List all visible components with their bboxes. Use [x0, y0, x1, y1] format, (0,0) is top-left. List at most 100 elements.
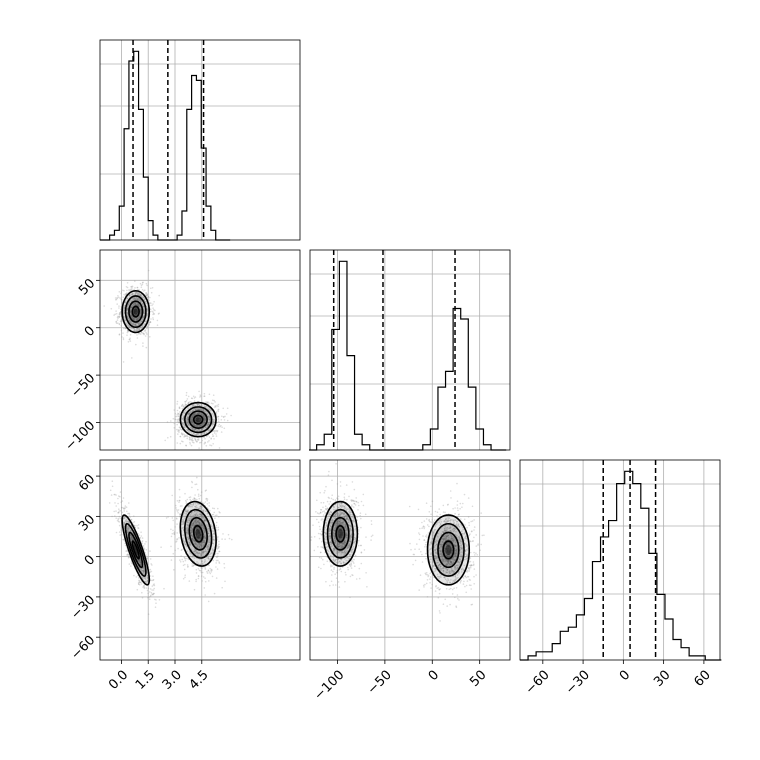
scatter-point	[200, 554, 202, 556]
scatter-point	[198, 516, 201, 518]
scatter-point	[132, 298, 134, 301]
scatter-point	[154, 598, 156, 601]
scatter-point	[118, 313, 121, 316]
scatter-point	[172, 417, 175, 420]
scatter-point	[133, 302, 136, 305]
scatter-point	[202, 415, 205, 418]
scatter-point	[193, 498, 196, 500]
scatter-point	[139, 561, 142, 564]
scatter-point	[199, 420, 201, 423]
scatter-point	[195, 506, 197, 509]
scatter-point	[183, 512, 185, 514]
scatter-point	[188, 424, 191, 427]
scatter-point	[202, 551, 205, 553]
scatter-point	[145, 331, 147, 334]
scatter-point	[133, 308, 135, 311]
scatter-point	[133, 310, 136, 313]
scatter-point	[178, 429, 180, 432]
scatter-point	[207, 424, 210, 426]
contour-level	[128, 531, 144, 569]
scatter-point	[201, 524, 203, 526]
scatter-point	[127, 303, 130, 305]
scatter-point	[130, 322, 132, 324]
scatter-point	[217, 526, 219, 529]
scatter-point	[179, 435, 182, 438]
scatter-point	[150, 570, 153, 573]
scatter-point	[192, 565, 194, 568]
scatter-point	[205, 497, 208, 500]
scatter-point	[208, 429, 210, 432]
scatter-point	[182, 415, 185, 418]
scatter-point	[195, 533, 197, 535]
scatter-point	[199, 425, 202, 427]
scatter-point	[473, 563, 475, 565]
scatter-point	[448, 552, 450, 554]
scatter-point	[190, 555, 193, 558]
scatter-point	[196, 412, 199, 415]
scatter-point	[198, 413, 200, 416]
scatter-point	[192, 537, 194, 540]
scatter-point	[190, 529, 193, 532]
scatter-point	[191, 427, 193, 430]
scatter-point	[128, 290, 131, 292]
scatter-point	[189, 431, 191, 433]
scatter-point	[133, 544, 135, 547]
scatter-point	[195, 578, 197, 581]
scatter-point	[460, 547, 463, 550]
scatter-point	[132, 323, 134, 325]
scatter-point	[424, 535, 427, 538]
scatter-point	[191, 486, 193, 489]
scatter-point	[203, 539, 205, 542]
scatter-point	[120, 291, 123, 293]
contour-level	[188, 516, 208, 551]
scatter-point	[138, 305, 140, 308]
scatter-point	[133, 546, 136, 548]
scatter-point	[151, 579, 153, 582]
scatter-point	[450, 562, 453, 565]
scatter-point	[192, 504, 195, 506]
scatter-point	[446, 571, 449, 574]
scatter-point	[137, 303, 139, 306]
scatter-point	[181, 520, 184, 522]
scatter-point	[207, 401, 209, 403]
scatter-point	[142, 570, 145, 572]
scatter-point	[176, 523, 178, 525]
scatter-point	[137, 319, 139, 321]
scatter-point	[141, 288, 144, 291]
scatter-point	[124, 319, 126, 322]
scatter-point	[145, 587, 148, 589]
scatter-point	[193, 414, 196, 417]
scatter-point	[194, 505, 196, 508]
scatter-point	[450, 549, 452, 552]
scatter-point	[190, 531, 193, 534]
scatter-point	[194, 552, 197, 555]
scatter-point	[206, 512, 209, 515]
scatter-point	[456, 574, 459, 576]
scatter-point	[133, 297, 135, 299]
contour-level	[131, 305, 140, 318]
scatter-point	[195, 551, 198, 553]
scatter-point	[191, 421, 193, 424]
scatter-point	[208, 415, 211, 418]
scatter-point	[209, 417, 211, 420]
scatter-point	[434, 567, 436, 570]
scatter-point	[472, 564, 475, 567]
scatter-point	[459, 502, 462, 505]
scatter-point	[433, 570, 435, 573]
scatter-point	[182, 518, 185, 521]
scatter-point	[191, 417, 194, 419]
scatter-point	[193, 551, 195, 553]
scatter-point	[450, 537, 453, 539]
scatter-point	[444, 535, 446, 537]
scatter-point	[132, 303, 135, 306]
scatter-point	[197, 418, 200, 420]
scatter-point	[214, 430, 216, 433]
scatter-point	[468, 564, 471, 567]
scatter-point	[197, 502, 199, 505]
scatter-point	[191, 535, 194, 537]
scatter-point	[187, 524, 189, 526]
scatter-point	[434, 590, 437, 592]
scatter-point	[186, 529, 189, 531]
scatter-point	[196, 533, 198, 535]
scatter-point	[454, 555, 457, 557]
